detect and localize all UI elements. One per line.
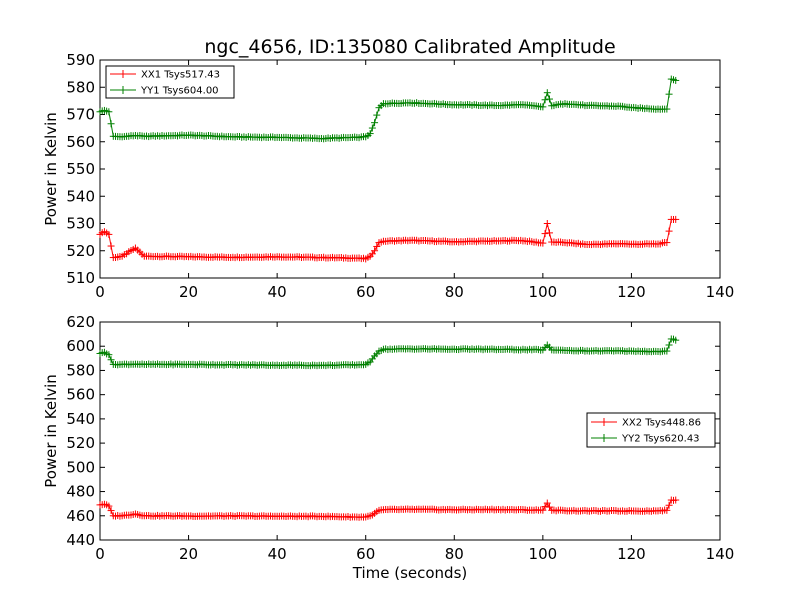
y-tick-label: 600 (66, 337, 95, 355)
y-tick-label: 530 (66, 215, 95, 233)
x-tick-label: 100 (529, 283, 558, 301)
y-tick-label: 570 (66, 106, 95, 124)
x-tick-label: 60 (356, 545, 375, 563)
data-point (368, 124, 376, 132)
plot-bottom: 0 20 40 60 80 100 120 140 440 460 480 500 520 540 560 5… (42, 313, 734, 582)
x-tick-label: 20 (179, 545, 198, 563)
plot-top-ylabel: Power in Kelvin (42, 112, 60, 226)
data-point (539, 239, 547, 247)
legend-marker (600, 418, 608, 426)
data-point (663, 506, 671, 514)
data-point (105, 502, 113, 510)
data-point (373, 242, 381, 250)
y-tick-label: 510 (66, 269, 95, 287)
x-tick-label: 80 (445, 545, 464, 563)
y-tick-label: 560 (66, 386, 95, 404)
x-tick-label: 140 (706, 283, 735, 301)
data-point (546, 229, 553, 237)
data-point (105, 108, 113, 116)
y-tick-label: 580 (66, 361, 95, 379)
data-point (672, 336, 680, 344)
legend-swatch (110, 86, 136, 94)
chart-title: ngc_4656, ID:135080 Calibrated Amplitude (204, 36, 615, 58)
data-point (665, 90, 673, 98)
x-tick-label: 80 (445, 283, 464, 301)
plot-bottom-ylabel: Power in Kelvin (42, 374, 60, 488)
y-tick-label: 500 (66, 458, 95, 476)
data-point (107, 356, 115, 364)
data-point (543, 220, 551, 227)
data-point (107, 120, 115, 128)
x-tick-label: 0 (95, 283, 105, 301)
y-tick-label: 520 (66, 434, 95, 452)
x-tick-label: 0 (95, 545, 105, 563)
plot-bottom-axes: 0 20 40 60 80 100 120 140 440 460 480 500 520 540 560 5… (66, 313, 734, 563)
y-tick-label: 590 (66, 51, 95, 69)
data-point (543, 499, 551, 507)
legend-marker (119, 86, 127, 94)
x-tick-label: 120 (617, 283, 646, 301)
x-tick-label: 140 (706, 545, 735, 563)
legend-label: YY1 Tsys604.00 (140, 86, 219, 97)
y-tick-label: 560 (66, 133, 95, 151)
y-tick-label: 550 (66, 160, 95, 178)
legend-swatch (591, 418, 617, 426)
plot-top: 0 20 40 60 80 100 120 140 510 520 530 540 550 560 570 5… (42, 51, 734, 301)
data-point (539, 103, 547, 111)
x-tick-label: 40 (268, 545, 287, 563)
data-point (371, 247, 379, 255)
data-point (107, 242, 115, 250)
plot-top-axes: 0 20 40 60 80 100 120 140 510 520 530 540 550 560 570 5… (66, 51, 734, 301)
data-point (665, 501, 673, 509)
data-point (672, 76, 680, 84)
y-tick-label: 520 (66, 242, 95, 260)
legend-swatch (110, 70, 136, 78)
y-tick-label: 620 (66, 313, 95, 331)
data-point (546, 95, 553, 103)
x-tick-label: 120 (617, 545, 646, 563)
x-tick-label: 60 (356, 283, 375, 301)
data-point (672, 215, 680, 223)
y-tick-label: 580 (66, 78, 95, 96)
data-point (105, 351, 113, 359)
data-point (665, 341, 673, 349)
plot-top-series (96, 75, 680, 263)
y-tick-label: 480 (66, 483, 95, 501)
data-point (539, 506, 547, 514)
plot-top-legend: XX1 Tsys517.43 YY1 Tsys604.00 (105, 65, 235, 99)
legend-marker (600, 434, 608, 442)
data-point (105, 230, 113, 238)
data-point (543, 89, 551, 97)
y-tick-label: 460 (66, 507, 95, 525)
data-point (366, 130, 374, 138)
data-point (371, 119, 379, 127)
plot-bottom-xlabel: Time (seconds) (352, 564, 468, 582)
data-point (373, 111, 381, 119)
data-point (665, 227, 673, 235)
x-tick-label: 40 (268, 283, 287, 301)
data-point (663, 105, 671, 113)
y-tick-label: 540 (66, 187, 95, 205)
data-point (541, 230, 549, 238)
legend-label: XX2 Tsys448.86 (622, 418, 701, 429)
legend-swatch (591, 434, 617, 442)
plot-bottom-legend: XX2 Tsys448.86 YY2 Tsys620.43 (586, 412, 716, 448)
x-tick-label: 100 (529, 545, 558, 563)
y-tick-label: 540 (66, 410, 95, 428)
data-point (672, 496, 680, 504)
data-point (541, 96, 549, 104)
legend-label: YY2 Tsys620.43 (621, 434, 700, 445)
legend-label: XX1 Tsys517.43 (141, 70, 220, 81)
data-point (107, 507, 115, 515)
legend-marker (119, 70, 127, 78)
legend-frame (586, 412, 716, 448)
data-point (541, 503, 549, 511)
plot-bottom-series (96, 335, 680, 521)
legend-frame (105, 65, 235, 99)
data-point (663, 239, 671, 247)
data-point (663, 347, 671, 355)
x-tick-label: 20 (179, 283, 198, 301)
y-tick-label: 440 (66, 531, 95, 549)
